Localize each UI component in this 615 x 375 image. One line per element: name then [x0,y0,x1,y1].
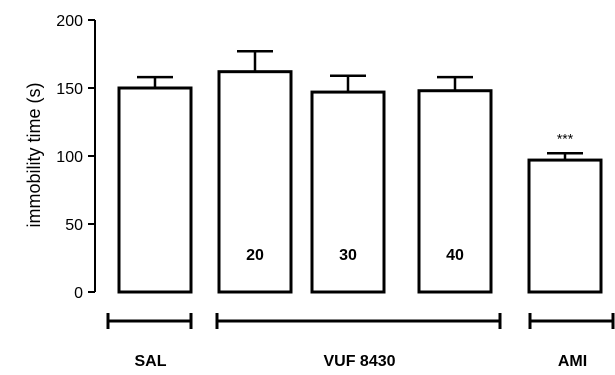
y-tick-label: 200 [56,13,83,30]
y-axis-label: immobility time (s) [24,82,44,227]
group-label: SAL [135,353,167,370]
y-tick-label: 0 [74,285,83,302]
bar-label: 30 [339,247,357,264]
y-tick-label: 50 [65,217,83,234]
y-tick-label: 100 [56,149,83,166]
group-brackets: SAL VUF 8430 AMI [106,313,615,370]
bars: 20 30 40 *** [117,50,603,294]
group-label: AMI [558,353,587,370]
y-tick-label: 150 [56,81,83,98]
group-label: VUF 8430 [323,353,395,370]
bar-1 [117,86,193,294]
bar-label: 40 [446,247,464,264]
bar-2 [217,70,293,294]
bar-label: 20 [246,247,264,264]
bar-5 [527,158,603,294]
significance-marker: *** [557,130,574,146]
y-axis: 0 50 100 150 200 [56,13,96,302]
